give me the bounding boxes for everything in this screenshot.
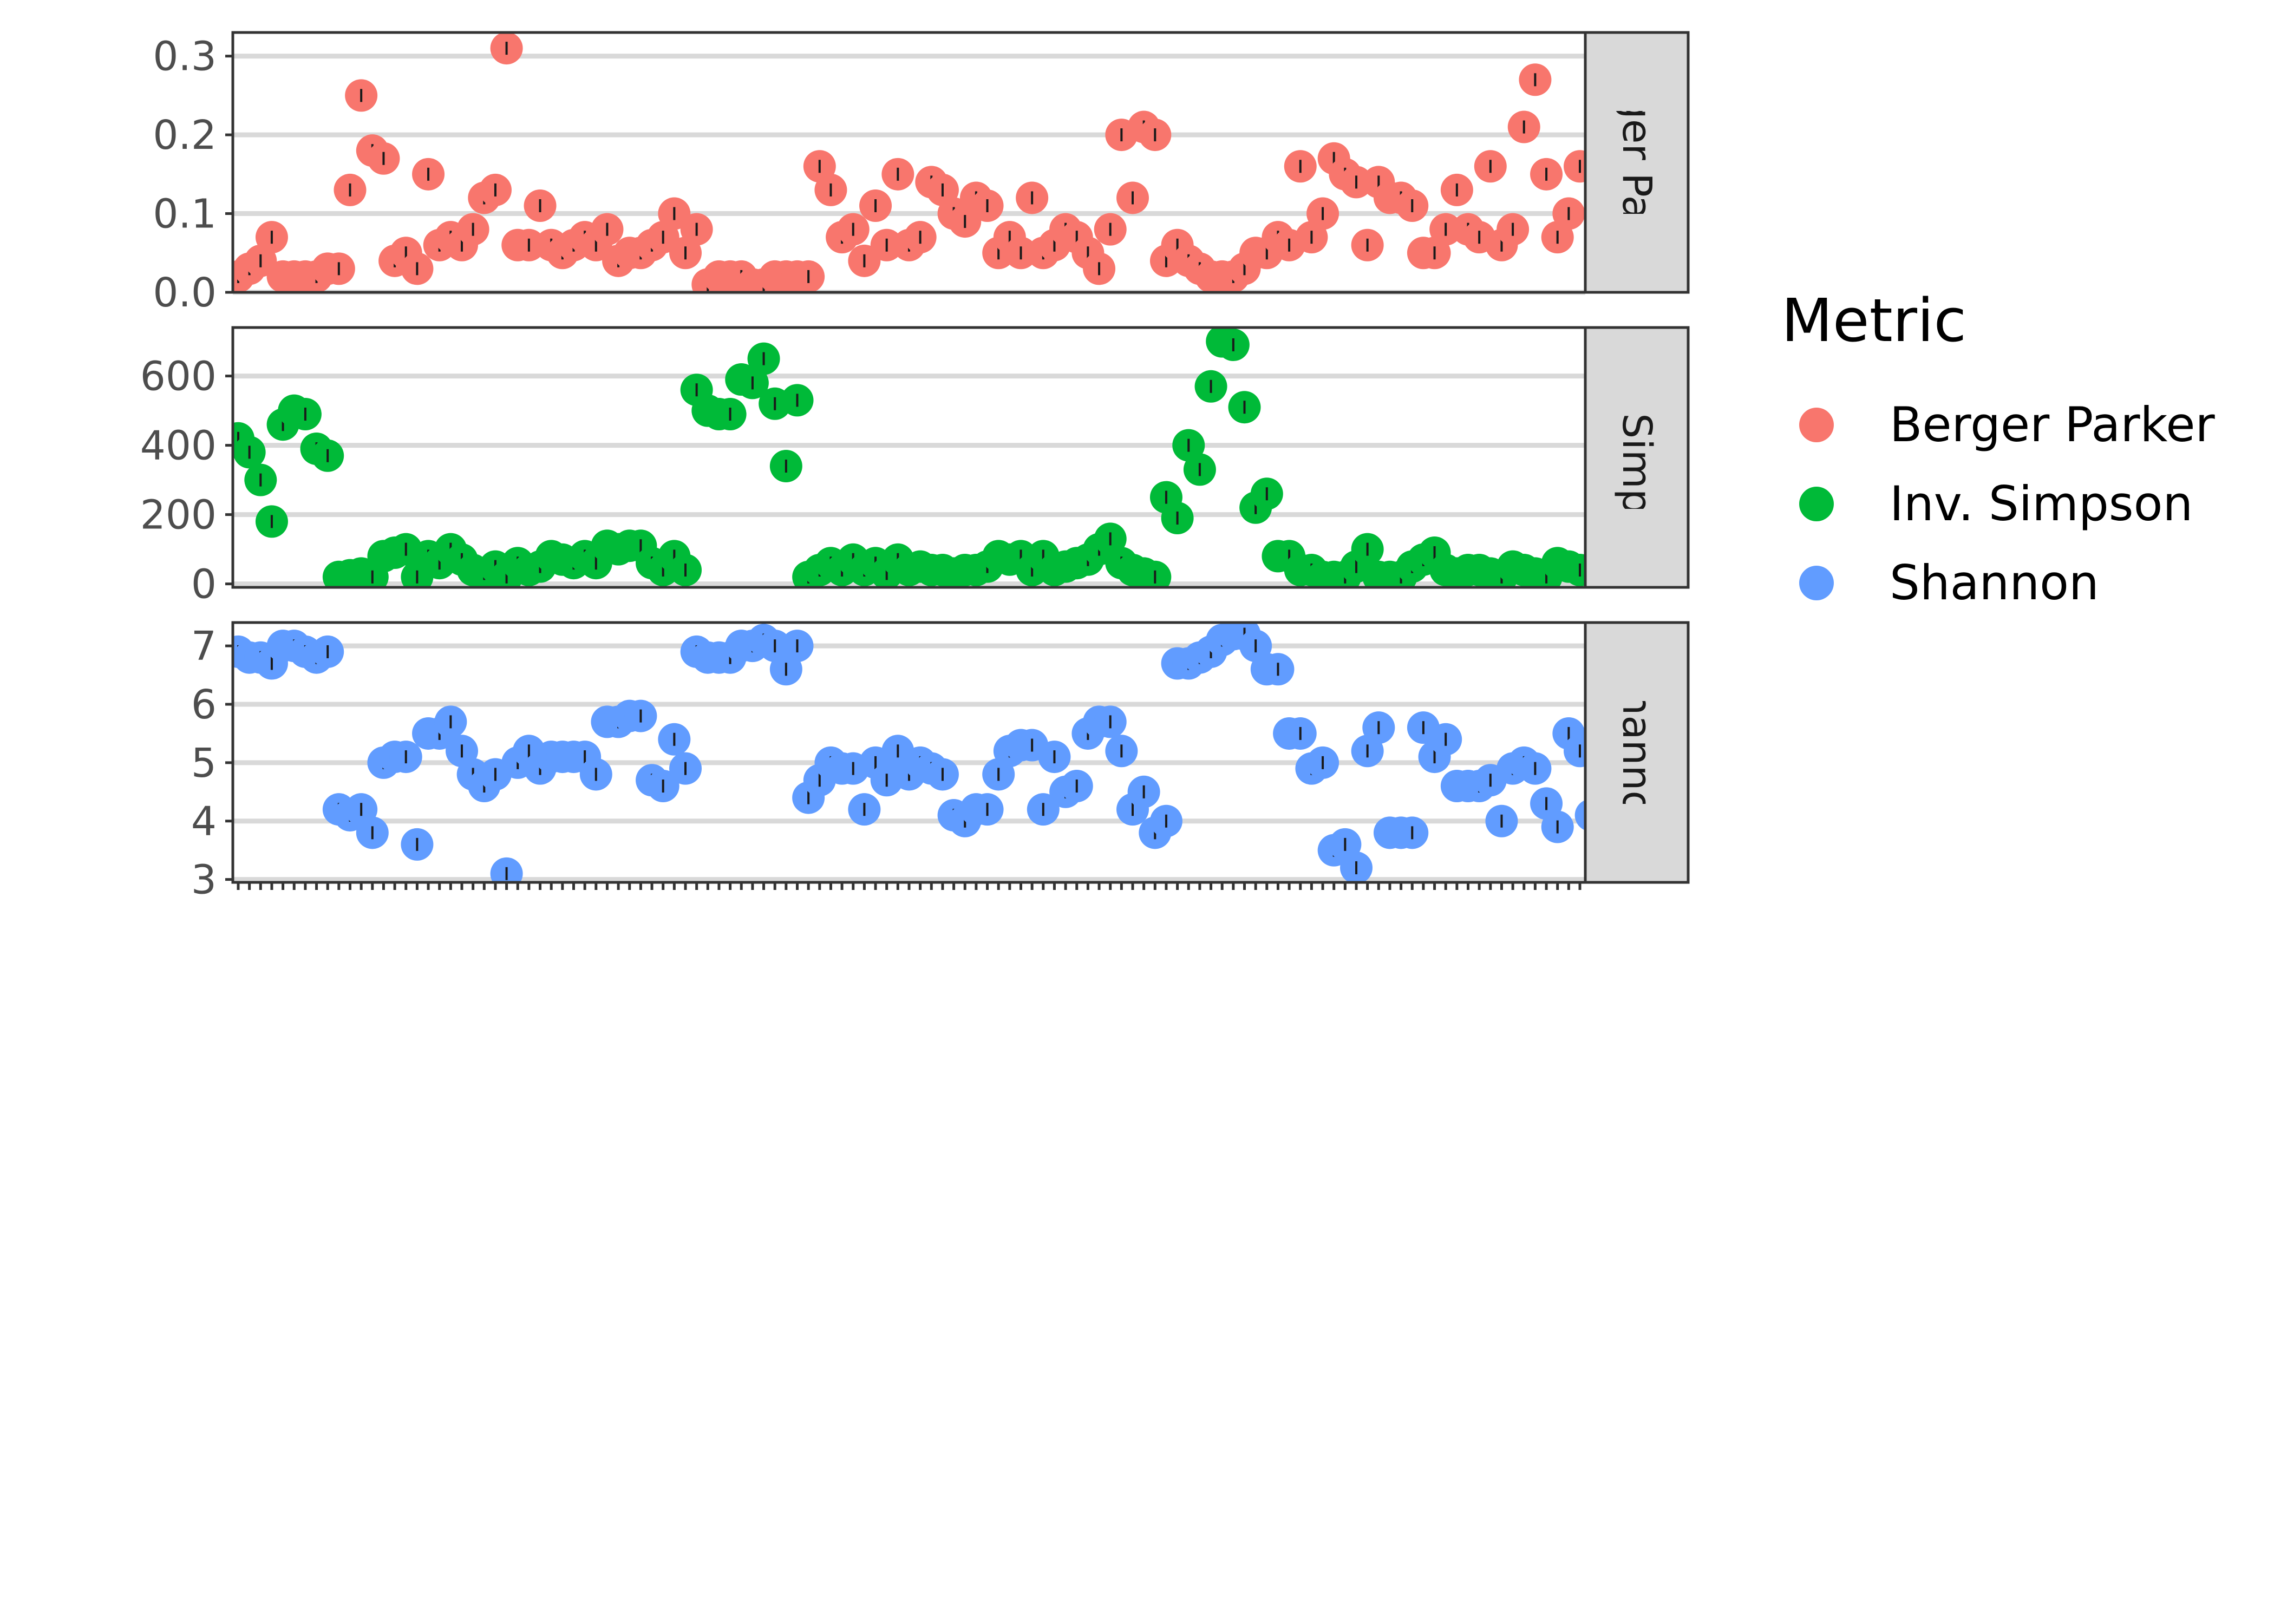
strip-background — [1584, 621, 1690, 884]
y-tick-label: 0.0 — [153, 270, 217, 316]
y-tick-label: 0 — [191, 561, 217, 608]
legend-key — [1799, 408, 1834, 442]
x-axis — [237, 882, 1582, 890]
legend-title: Metric — [1781, 286, 1966, 355]
legend: Metric Berger Parker Inv. Simpson Shannon — [1781, 286, 2215, 611]
y-tick-label: 7 — [191, 623, 217, 670]
legend-key — [1799, 566, 1834, 600]
y-tick-label: 0.1 — [153, 191, 217, 238]
y-tick-label: 5 — [191, 740, 217, 787]
y-tick-label: 200 — [140, 492, 217, 539]
strip-label: Berger Parker — [1613, 25, 1660, 299]
y-tick-label: 400 — [140, 423, 217, 469]
y-tick-label: 0.3 — [153, 34, 217, 80]
strip-label: Inv. Simpson — [1613, 330, 1660, 585]
y-tick-label: 600 — [140, 353, 217, 400]
strip-background — [1584, 326, 1690, 589]
legend-label: Berger Parker — [1890, 397, 2215, 453]
panels: 0.0 0.1 0.2 0.3 Berger Parker 0 200 400 600 Inv. … — [140, 25, 1690, 903]
points — [233, 623, 1585, 882]
legend-label: Inv. Simpson — [1890, 476, 2193, 532]
points — [233, 328, 1585, 587]
y-tick-label: 0.2 — [153, 112, 217, 159]
data-point — [1564, 554, 1585, 586]
panel-inv-simpson: 0 200 400 600 Inv. Simpson — [140, 326, 1690, 608]
strip-label: Shannon — [1613, 664, 1660, 840]
y-tick-label: 6 — [191, 682, 217, 728]
legend-label: Shannon — [1890, 555, 2099, 611]
data-point — [1564, 150, 1585, 183]
panel-berger-parker: 0.0 0.1 0.2 0.3 Berger Parker — [153, 25, 1690, 316]
legend-key — [1799, 487, 1834, 521]
panel-shannon: 3 4 5 6 7 Shannon — [191, 621, 1690, 903]
data-point — [1574, 800, 1585, 830]
y-tick-label: 4 — [191, 798, 217, 845]
points — [233, 32, 1585, 292]
data-point — [1564, 735, 1585, 768]
y-tick-label: 3 — [191, 857, 217, 903]
strip-background — [1584, 31, 1690, 294]
